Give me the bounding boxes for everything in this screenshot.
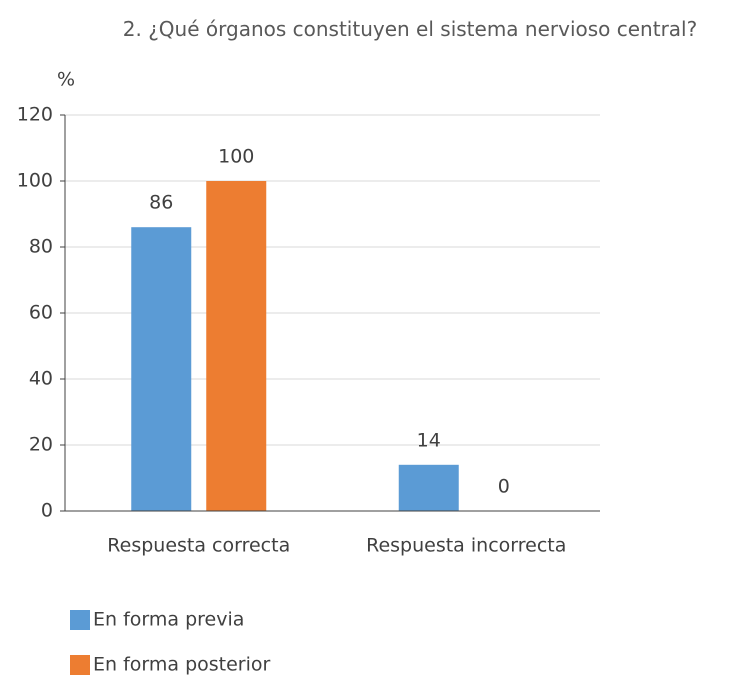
y-tick-label: 120 [17,104,53,126]
data-label: 14 [417,429,441,451]
y-tick-label: 80 [29,236,53,258]
y-tick-label: 20 [29,434,53,456]
y-tick-label: 100 [17,170,53,192]
legend-swatch [70,655,90,675]
x-tick-label: Respuesta correcta [107,535,290,557]
legend-label: En forma posterior [93,654,271,676]
data-label: 0 [498,476,510,498]
legend-label: En forma previa [93,609,244,631]
y-tick-label: 40 [29,368,53,390]
y-tick-label: 60 [29,302,53,324]
bar [131,227,192,511]
bar [206,181,267,511]
data-label: 86 [149,192,173,214]
data-label: 100 [218,146,254,168]
legend-swatch [70,610,90,630]
chart-title: 2. ¿Qué órganos constituyen el sistema n… [122,17,698,41]
y-tick-label: 0 [41,500,53,522]
x-tick-label: Respuesta incorrecta [366,535,566,557]
bar [398,464,459,511]
y-axis-label: % [57,69,75,91]
